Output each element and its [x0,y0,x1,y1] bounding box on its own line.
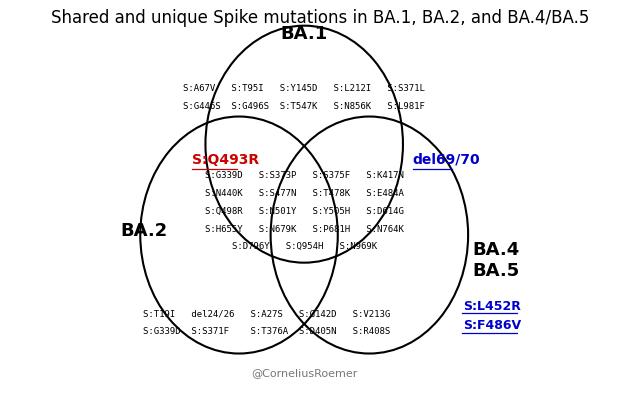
Text: S:D796Y   S:Q954H   S:N969K: S:D796Y S:Q954H S:N969K [232,243,377,251]
Text: S:Q498R   S:N501Y   S:Y505H   S:D614G: S:Q498R S:N501Y S:Y505H S:D614G [205,207,404,216]
Text: S:G446S  S:G496S  S:T547K   S:N856K   S:L981F: S:G446S S:G496S S:T547K S:N856K S:L981F [183,102,425,111]
Text: S:H655Y   S:N679K   S:P681H   S:N764K: S:H655Y S:N679K S:P681H S:N764K [205,225,404,233]
Text: S:Q493R: S:Q493R [191,153,259,167]
Text: BA.2: BA.2 [120,222,168,240]
Text: S:L452R: S:L452R [463,300,521,312]
Text: S:G339D   S:S373P   S:S375F   S:K417N: S:G339D S:S373P S:S375F S:K417N [205,171,404,180]
Text: del69/70: del69/70 [413,153,481,167]
Text: S:A67V   S:T95I   S:Y145D   S:L212I   S:S371L: S:A67V S:T95I S:Y145D S:L212I S:S371L [183,85,425,93]
Text: BA.1: BA.1 [280,24,328,43]
Text: S:T19I   del24/26   S:A27S   S:G142D   S:V213G: S:T19I del24/26 S:A27S S:G142D S:V213G [143,310,390,318]
Text: BA.4
BA.5: BA.4 BA.5 [472,241,520,280]
Text: S:F486V: S:F486V [463,320,521,332]
Text: S:G339D  S:S371F    S:T376A  S:D405N   S:R408S: S:G339D S:S371F S:T376A S:D405N S:R408S [143,327,390,336]
Text: @CorneliusRoemer: @CorneliusRoemer [251,368,357,378]
Text: S:N440K   S:S477N   S:T478K   S:E484A: S:N440K S:S477N S:T478K S:E484A [205,189,404,198]
Text: Shared and unique Spike mutations in BA.1, BA.2, and BA.4/BA.5: Shared and unique Spike mutations in BA.… [51,9,589,27]
